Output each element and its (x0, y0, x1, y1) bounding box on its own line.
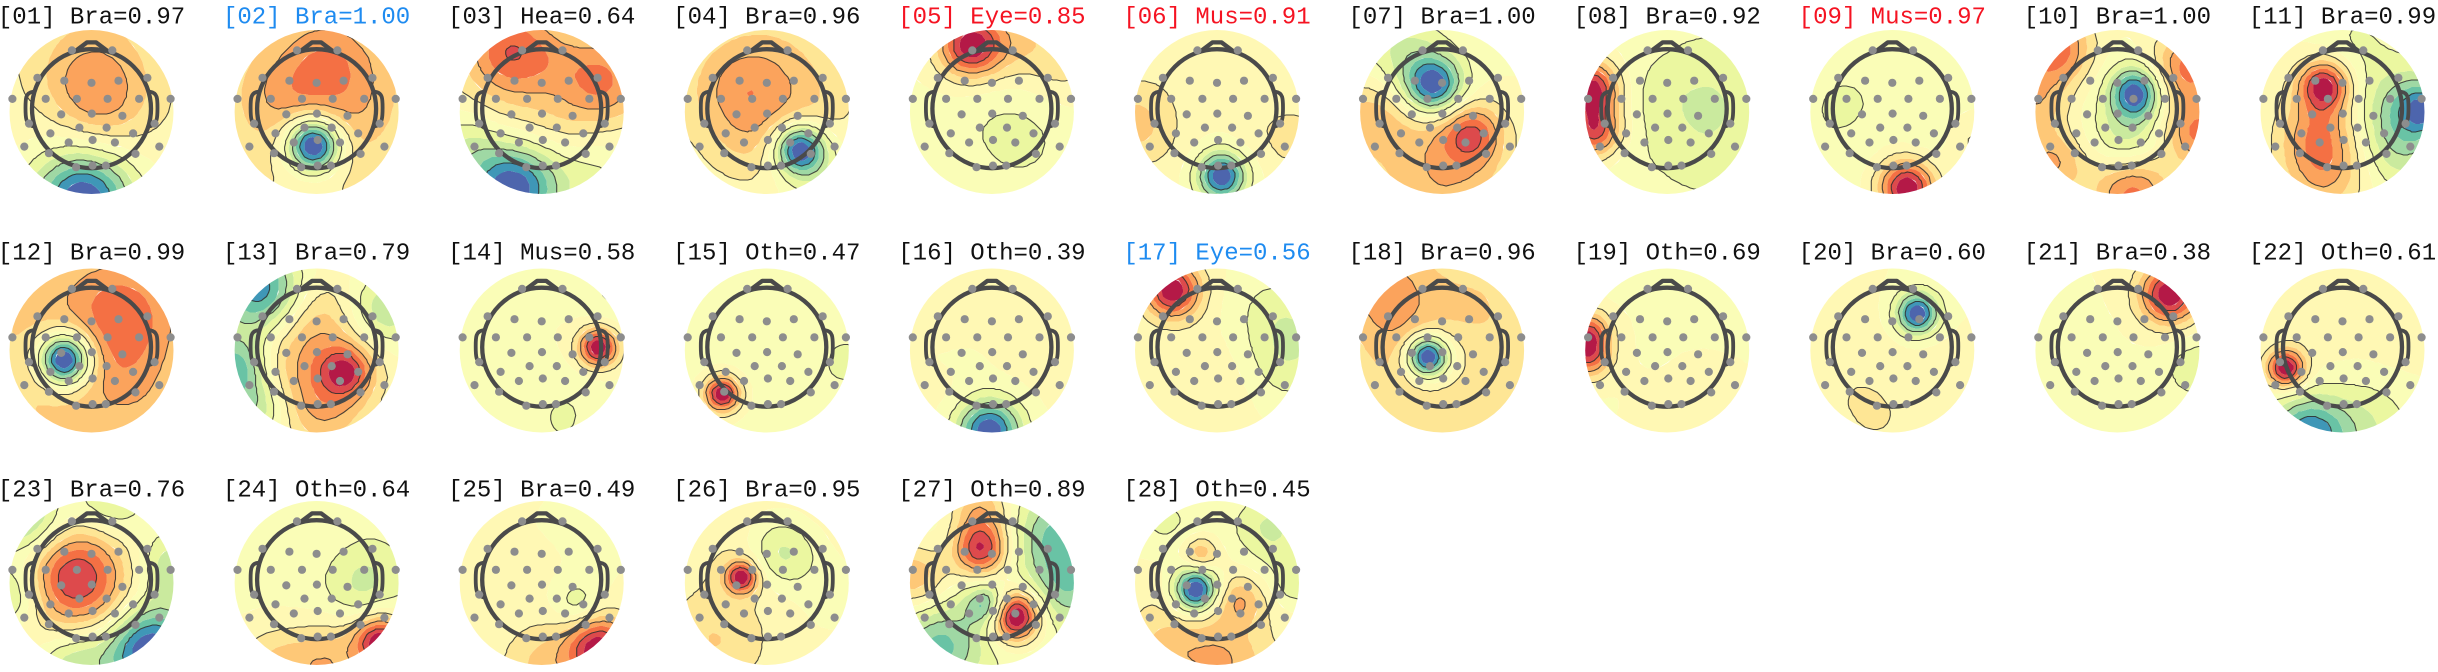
svg-text:[08] Bra=0.92: [08] Bra=0.92 (1574, 5, 1761, 32)
svg-text:[06] Mus=0.91: [06] Mus=0.91 (1123, 5, 1310, 32)
svg-text:[16] Oth=0.39: [16] Oth=0.39 (898, 241, 1085, 268)
svg-text:[11] Bra=0.99: [11] Bra=0.99 (2249, 5, 2436, 32)
svg-text:[05] Eye=0.85: [05] Eye=0.85 (898, 5, 1085, 32)
svg-text:[14] Mus=0.58: [14] Mus=0.58 (448, 241, 635, 268)
svg-text:[21] Bra=0.38: [21] Bra=0.38 (2024, 241, 2211, 268)
svg-text:[13] Bra=0.79: [13] Bra=0.79 (223, 241, 410, 268)
svg-text:[22] Oth=0.61: [22] Oth=0.61 (2249, 241, 2436, 268)
svg-text:[01] Bra=0.97: [01] Bra=0.97 (0, 5, 185, 32)
svg-text:[18] Bra=0.96: [18] Bra=0.96 (1348, 241, 1535, 268)
svg-text:[28] Oth=0.45: [28] Oth=0.45 (1123, 478, 1310, 505)
svg-text:[10] Bra=1.00: [10] Bra=1.00 (2024, 5, 2211, 32)
svg-text:[12] Bra=0.99: [12] Bra=0.99 (0, 241, 185, 268)
svg-text:[03] Hea=0.64: [03] Hea=0.64 (448, 5, 635, 32)
svg-text:[19] Oth=0.69: [19] Oth=0.69 (1574, 241, 1761, 268)
svg-text:[09] Mus=0.97: [09] Mus=0.97 (1799, 5, 1986, 32)
svg-text:[02] Bra=1.00: [02] Bra=1.00 (223, 5, 410, 32)
svg-text:[04] Bra=0.96: [04] Bra=0.96 (673, 5, 860, 32)
svg-text:[20] Bra=0.60: [20] Bra=0.60 (1799, 241, 1986, 268)
svg-text:[27] Oth=0.89: [27] Oth=0.89 (898, 478, 1085, 505)
svg-text:[15] Oth=0.47: [15] Oth=0.47 (673, 241, 860, 268)
svg-text:[26] Bra=0.95: [26] Bra=0.95 (673, 478, 860, 505)
svg-text:[07] Bra=1.00: [07] Bra=1.00 (1348, 5, 1535, 32)
svg-text:[23] Bra=0.76: [23] Bra=0.76 (0, 478, 185, 505)
svg-text:[17] Eye=0.56: [17] Eye=0.56 (1123, 241, 1310, 268)
svg-text:[24] Oth=0.64: [24] Oth=0.64 (223, 478, 410, 505)
svg-text:[25] Bra=0.49: [25] Bra=0.49 (448, 478, 635, 505)
